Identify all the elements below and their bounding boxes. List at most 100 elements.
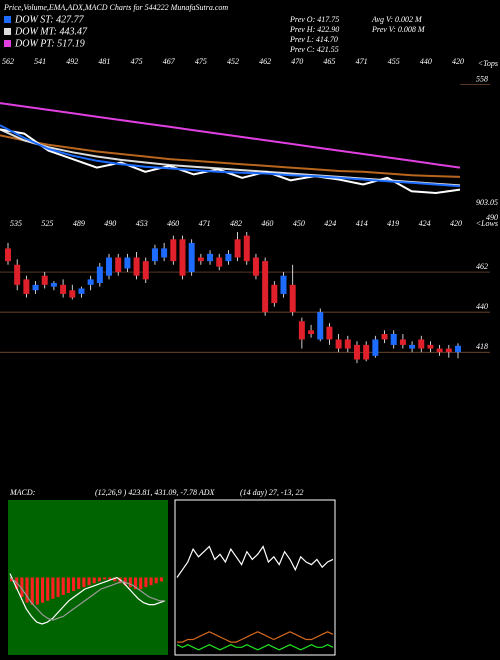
annotation: 471 (356, 57, 368, 66)
histogram-bar (159, 577, 163, 582)
chart-title: Price,Volume,EMA,ADX,MACD Charts for 544… (3, 3, 228, 12)
histogram-bar (72, 577, 76, 592)
candle-body (50, 283, 57, 287)
annotation: 440 (420, 57, 432, 66)
stat: Prev C: 421.55 (289, 45, 339, 54)
candle-body (372, 339, 379, 356)
candle-body (271, 284, 278, 304)
histogram-bar (20, 577, 24, 597)
y-tick-label: 462 (476, 262, 488, 271)
histogram-bar (139, 577, 143, 590)
candle-body (409, 344, 416, 349)
histogram-bar (108, 577, 112, 580)
candle-body (399, 339, 406, 345)
candle-body (317, 312, 324, 340)
side-label: <Lows (476, 219, 498, 228)
annotation: 462 (259, 57, 271, 66)
histogram-bar (92, 577, 96, 584)
annotation: 490 (104, 219, 116, 228)
candle-body (69, 290, 76, 298)
line (0, 124, 461, 188)
histogram-bar (123, 577, 127, 586)
candle-body (124, 257, 131, 269)
candle-body (298, 321, 305, 340)
histogram-bar (154, 577, 158, 584)
annotation: 535 (10, 219, 22, 228)
candle-body (188, 242, 195, 273)
histogram-bar (87, 577, 91, 586)
histogram-bar (128, 577, 132, 588)
candle-body (115, 257, 122, 273)
candle-body (390, 334, 397, 345)
candle-body (133, 257, 140, 276)
annotation: 420 (450, 219, 462, 228)
candle-body (252, 257, 259, 276)
histogram-bar (113, 577, 117, 582)
candle-body (207, 253, 214, 262)
stat: Prev L: 414.70 (289, 35, 338, 44)
candle-body (197, 257, 204, 262)
annotation: 475 (195, 57, 207, 66)
stat: Avg V: 0.002 M (371, 15, 423, 24)
annotation: 467 (163, 57, 176, 66)
candle-body (41, 275, 48, 285)
y-tick-label: 558 (476, 74, 488, 83)
annotation: 460 (167, 219, 179, 228)
y-tick-label: 440 (476, 302, 488, 311)
histogram-bar (66, 577, 70, 593)
candle-body (14, 264, 21, 285)
annotation: 450 (293, 219, 305, 228)
line (0, 102, 461, 169)
macd-title: MACD: (9, 488, 36, 497)
candle-body (87, 279, 94, 285)
annotation: 465 (323, 57, 335, 66)
candle-body (427, 344, 434, 349)
adx-title: (14 day) 27, -13, 22 (240, 488, 304, 497)
annotation: 420 (452, 57, 464, 66)
histogram-bar (10, 577, 14, 582)
annotation: 414 (356, 219, 368, 228)
histogram-bar (30, 577, 34, 605)
annotation: 482 (230, 219, 242, 228)
histogram-bar (61, 577, 65, 595)
line (9, 577, 165, 621)
side-label: 903.05 (476, 198, 498, 207)
histogram-bar (46, 577, 50, 601)
candle-body (289, 284, 296, 313)
candle-body (418, 339, 425, 349)
stat: Prev O: 417.75 (289, 15, 339, 24)
candle-body (216, 257, 223, 267)
histogram-bar (103, 577, 107, 580)
annotation: 424 (324, 219, 336, 228)
candle-body (344, 339, 351, 349)
candle-body (234, 239, 241, 258)
candle-body (335, 339, 342, 349)
candle-body (78, 288, 85, 294)
candle-body (170, 239, 177, 262)
side-label: <Tops (478, 59, 498, 68)
candle-body (436, 348, 443, 353)
line (0, 128, 461, 195)
candle-body (32, 284, 39, 291)
histogram-bar (35, 577, 39, 605)
candle-body (23, 279, 30, 294)
candle-body (142, 261, 149, 280)
line (9, 573, 166, 625)
annotation: 489 (73, 219, 85, 228)
legend-label: DOW ST: 427.77 (14, 14, 85, 25)
candle-body (151, 248, 158, 262)
y-tick-label: 418 (476, 342, 488, 351)
candle-body (60, 284, 67, 294)
macd-subtitle: (12,26,9 ) 423.81, 431.09, -7.78 ADX (95, 488, 216, 497)
candle-body (363, 344, 370, 360)
histogram-bar (144, 577, 148, 588)
histogram-bar (41, 577, 45, 603)
candle-body (262, 261, 269, 313)
annotation: 525 (41, 219, 53, 228)
annotation: 453 (136, 219, 148, 228)
legend-swatch (4, 40, 11, 47)
candle-body (445, 348, 452, 353)
legend-label: DOW PT: 517.19 (14, 38, 85, 49)
